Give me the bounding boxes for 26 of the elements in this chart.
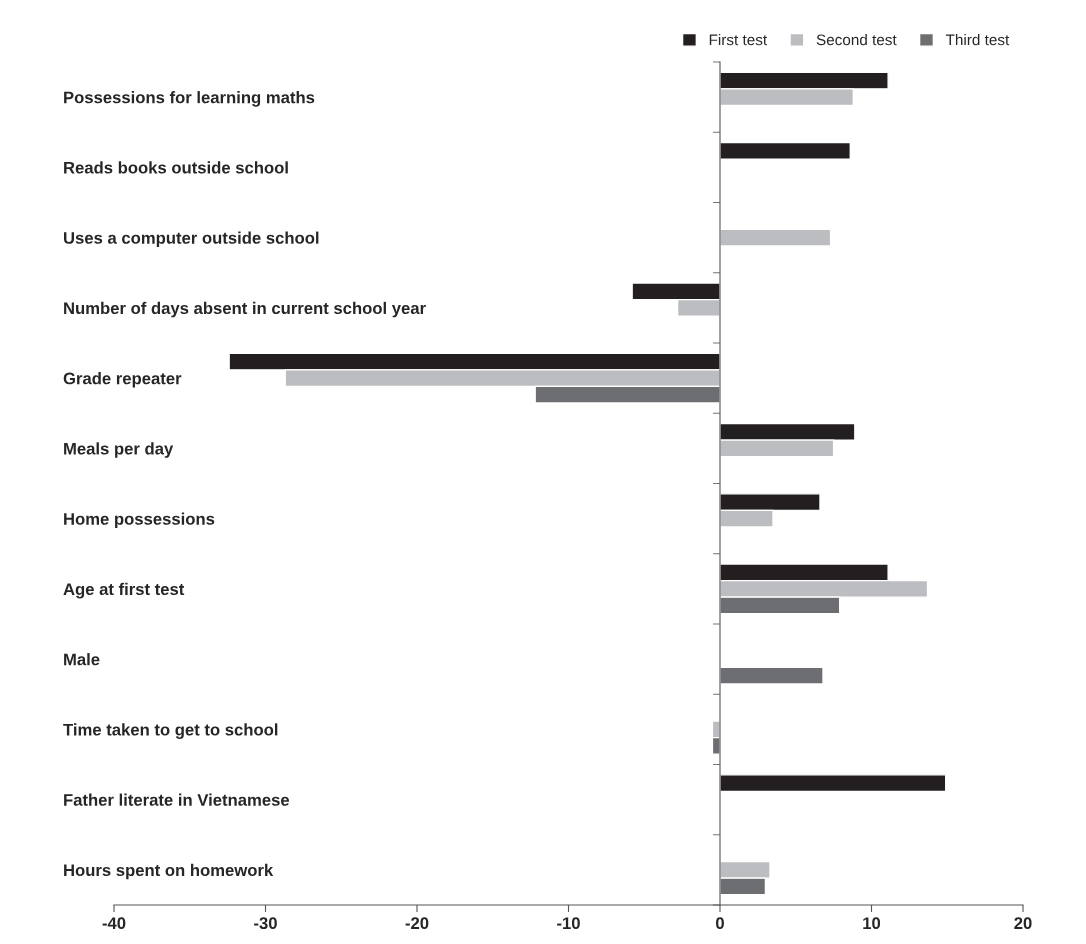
y-tick-label: Uses a computer outside school [64, 231, 319, 248]
x-tick-label: -10 [557, 917, 580, 930]
bar [719, 228, 832, 247]
y-tick-label: Reads books outside school [64, 161, 288, 174]
legend-label: Second test [816, 34, 897, 46]
bar [719, 141, 851, 160]
y-tick-label: Number of days absent in current school year [64, 301, 426, 318]
y-tick-label: Time taken to get to school [63, 723, 278, 739]
x-tick-label: -30 [254, 917, 277, 930]
y-tick-label: Home possessions [64, 512, 215, 529]
x-tick-label: -40 [102, 917, 126, 930]
y-tick-label: Hours spent on homework [64, 863, 274, 880]
x-tick-label: -20 [405, 917, 429, 930]
y-tick-label: Possessions for learning maths [64, 91, 315, 107]
bar [719, 666, 824, 685]
x-tick-label: 0 [716, 917, 724, 930]
x-tick-label: 20 [1014, 917, 1032, 930]
bar [719, 774, 947, 793]
y-tick-label: Father literate in Vietnamese [64, 793, 290, 806]
x-tick-label: 10 [863, 917, 881, 930]
y-tick-label: Age at first test [63, 582, 185, 599]
y-tick-label: Male [64, 653, 100, 666]
legend-label: Third test [945, 34, 1010, 46]
legend-label: First test [709, 34, 768, 46]
y-tick-label: Grade repeater [63, 372, 182, 388]
y-tick-label: Meals per day [64, 442, 174, 458]
